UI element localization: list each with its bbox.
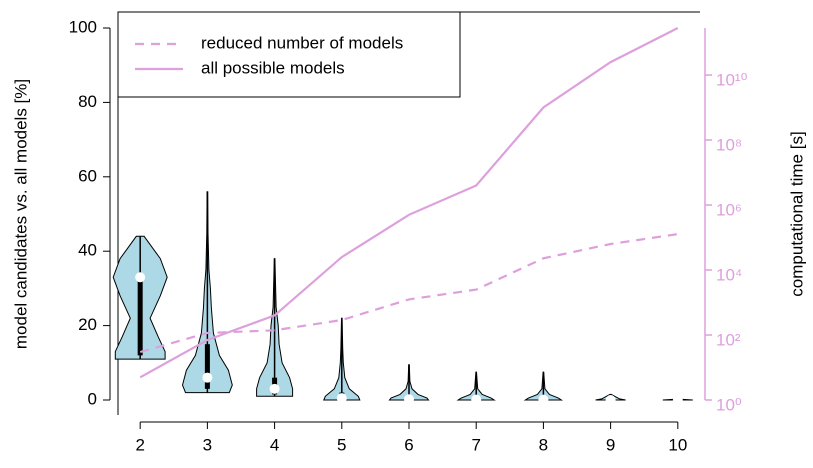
violin-median <box>269 383 280 394</box>
line-series <box>139 27 679 379</box>
violin-median <box>404 394 414 405</box>
x-tick-label: 5 <box>337 435 346 454</box>
legend-box <box>117 11 461 98</box>
y2-tick-label: 10⁴ <box>716 265 742 284</box>
violin-median <box>605 395 616 405</box>
violin-median <box>672 395 683 405</box>
y2-tick-label: 10¹⁰ <box>716 71 748 90</box>
x-tick-label: 6 <box>404 435 413 454</box>
y2-tick-label: 10⁸ <box>716 136 742 155</box>
y2-tick-label: 10⁰ <box>716 395 742 414</box>
violin-median <box>538 394 549 405</box>
violin-box <box>137 280 143 356</box>
line-series <box>139 233 678 354</box>
x-tick-label: 2 <box>135 435 144 454</box>
violin-median <box>471 394 482 405</box>
x-tick-label: 10 <box>668 435 687 454</box>
y-tick-label: 0 <box>88 389 97 408</box>
violin-median <box>202 372 213 383</box>
x-tick-label: 7 <box>471 435 480 454</box>
x-tick-label: 3 <box>203 435 212 454</box>
x-tick-label: 9 <box>606 435 615 454</box>
legend-label: all possible models <box>201 58 345 77</box>
y-axis-label: model candidates vs. all models [%] <box>11 79 30 349</box>
y2-axis-label: computational time [s] <box>787 131 806 296</box>
violin-median <box>336 393 347 404</box>
y-tick-label: 40 <box>78 241 97 260</box>
y-tick-label: 100 <box>69 17 97 36</box>
y2-tick-label: 10⁶ <box>716 201 742 220</box>
y-tick-label: 60 <box>78 166 97 185</box>
x-tick-label: 8 <box>539 435 548 454</box>
y-tick-label: 80 <box>78 92 97 111</box>
x-tick-label: 4 <box>270 435 279 454</box>
legend-label: reduced number of models <box>201 33 403 52</box>
y-tick-label: 20 <box>78 315 97 334</box>
violin-median <box>135 272 146 283</box>
violin-box <box>204 344 210 389</box>
y2-tick-label: 10² <box>716 330 741 349</box>
